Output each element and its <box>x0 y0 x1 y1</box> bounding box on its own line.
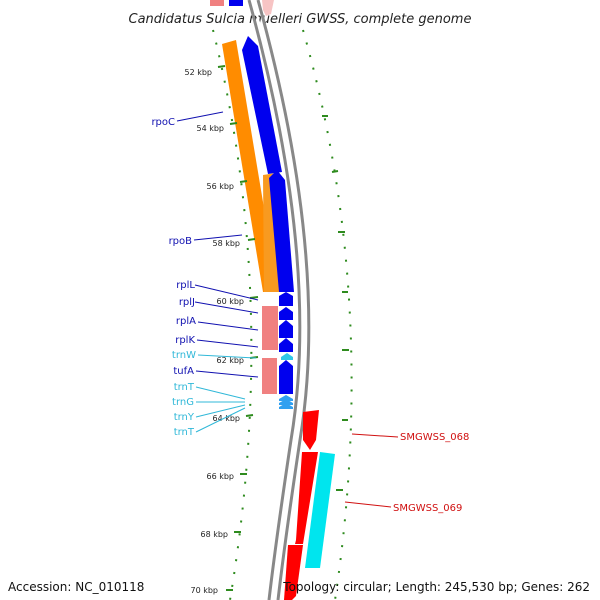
map-title: Candidatus Sulcia muelleri GWSS, complet… <box>129 12 472 27</box>
gene-label-trnT-2: trnT <box>174 427 195 438</box>
gene-label-tufA: tufA <box>173 366 194 377</box>
gene-label-SMGWSS-068: SMGWSS_068 <box>400 432 469 443</box>
outer-dot-ring <box>302 29 353 600</box>
gene-label-rplJ: rplJ <box>179 297 195 308</box>
kbp-label-56: 56 kbp <box>206 182 234 191</box>
kbp-label-58: 58 kbp <box>212 239 240 248</box>
gene-label-SMGWSS-069: SMGWSS_069 <box>393 503 462 514</box>
gene-label-trnY: trnY <box>174 412 195 423</box>
gene-label-trnT-1: trnT <box>174 382 195 393</box>
pink-feature-1 <box>262 306 278 350</box>
blue-cds-tufA <box>279 360 293 394</box>
outer-ticks <box>322 115 349 491</box>
gene-label-trnG: trnG <box>172 397 194 408</box>
top-pink-arrow <box>262 0 274 16</box>
pink-feature-2 <box>262 358 277 394</box>
blue-cds-rpoC <box>242 36 282 174</box>
gene-leader-lines <box>176 111 399 508</box>
gene-label-rplK: rplK <box>175 335 195 346</box>
gene-label-rpoB: rpoB <box>169 236 193 247</box>
blue-cds-rplA <box>279 320 293 338</box>
trna-trnT-1 <box>279 395 293 401</box>
red-cds-lower <box>284 545 303 600</box>
kbp-label-60: 60 kbp <box>216 297 244 306</box>
trna-trnG <box>279 399 293 405</box>
top-blue-feature <box>229 0 243 6</box>
trna-trnW <box>281 353 293 360</box>
gene-label-rpoC: rpoC <box>151 117 175 128</box>
kbp-label-62: 62 kbp <box>216 356 244 365</box>
backbone <box>256 0 311 600</box>
gene-label-rplA: rplA <box>176 316 196 327</box>
kbp-label-52: 52 kbp <box>184 68 212 77</box>
top-pink-feature <box>210 0 224 6</box>
blue-cds-rpoB <box>269 170 294 292</box>
cyan-feature <box>305 452 335 568</box>
accession-text: Accession: NC_010118 <box>8 580 145 594</box>
gene-label-trnW: trnW <box>172 350 196 361</box>
red-cds-SMGWSS-069 <box>295 452 318 544</box>
backbone-inner <box>247 0 302 600</box>
kbp-label-70: 70 kbp <box>190 586 218 595</box>
kbp-label-64: 64 kbp <box>212 414 240 423</box>
red-cds-SMGWSS-068 <box>303 410 319 450</box>
blue-cds-rplJ <box>279 307 293 320</box>
blue-cds-rplL <box>279 292 293 306</box>
kbp-label-54: 54 kbp <box>196 124 224 133</box>
topology-text: Topology: circular; Length: 245,530 bp; … <box>283 580 590 594</box>
trna-trnY <box>279 403 293 409</box>
kbp-label-68: 68 kbp <box>200 530 228 539</box>
blue-cds-rplK <box>279 338 293 352</box>
gene-label-rplL: rplL <box>176 280 195 291</box>
backbone-gap <box>252 0 305 600</box>
kbp-label-66: 66 kbp <box>206 472 234 481</box>
